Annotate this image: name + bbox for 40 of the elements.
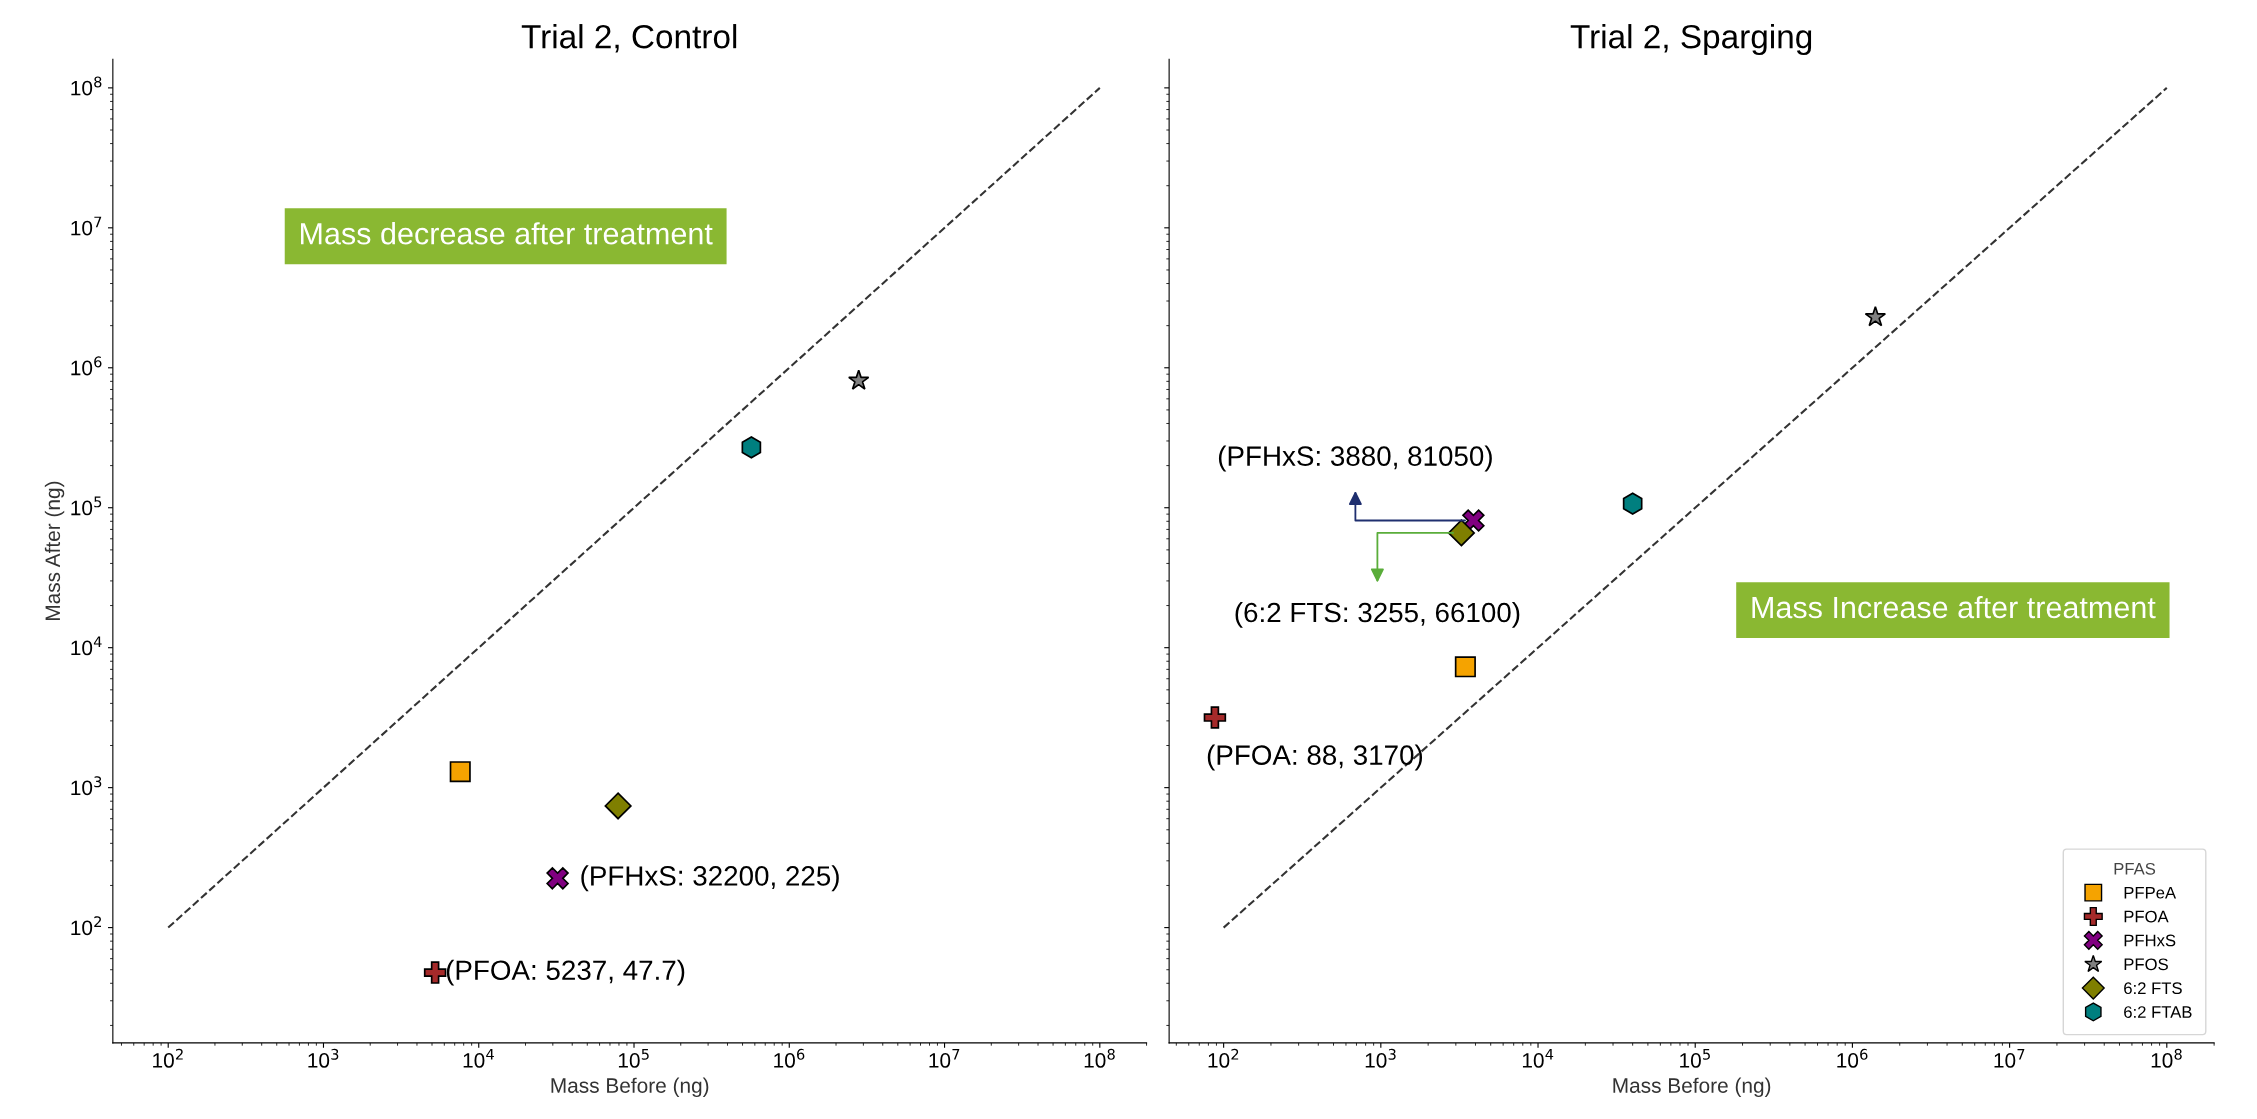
x-tick-label: 10$^{8}$ xyxy=(2151,1048,2182,1068)
chart-title: Trial 2, Sparging xyxy=(1570,24,1812,56)
annotation: (6:2 FTS: 3255, 66100) xyxy=(1235,601,1520,628)
y-tick-label: 10$^{6}$ xyxy=(71,356,102,376)
x-tick-label: 10$^{5}$ xyxy=(618,1048,649,1068)
x-axis-title: Mass Before (ng) xyxy=(551,1077,709,1098)
x-tick-label: 10$^{4}$ xyxy=(463,1048,494,1068)
x-axis-title: Mass Before (ng) xyxy=(1613,1077,1771,1098)
annotation: (PFOA: 5237, 47.7) xyxy=(446,959,685,986)
x-tick-label: 10$^{7}$ xyxy=(929,1048,960,1068)
x-tick-label: 10$^{6}$ xyxy=(1837,1048,1868,1068)
annotation: (PFHxS: 32200, 225) xyxy=(581,865,839,892)
x-tick-label: 10$^{7}$ xyxy=(1994,1048,2025,1068)
legend-label: PFOS xyxy=(2124,958,2168,971)
x-tick-label: 10$^{3}$ xyxy=(1365,1048,1396,1068)
legend-label: PFPeA xyxy=(2124,886,2177,899)
x-tick-label: 10$^{2}$ xyxy=(153,1048,183,1068)
x-tick-label: 10$^{5}$ xyxy=(1680,1048,1710,1068)
legend-title: PFAS xyxy=(2114,862,2156,875)
y-axis-title: Mass After (ng) xyxy=(44,481,65,621)
y-tick-label: 10$^{2}$ xyxy=(71,916,101,936)
annotation: (PFOA: 88, 3170) xyxy=(1207,744,1423,771)
legend-label: 6:2 FTS xyxy=(2124,982,2182,995)
x-tick-label: 10$^{3}$ xyxy=(308,1048,339,1068)
y-tick-label: 10$^{3}$ xyxy=(71,776,102,796)
legend-label: 6:2 FTAB xyxy=(2124,1006,2192,1018)
legend-label: PFHxS xyxy=(2124,934,2176,947)
legend-label: PFOA xyxy=(2124,910,2169,923)
y-tick-label: 10$^{8}$ xyxy=(71,76,102,96)
x-tick-label: 10$^{6}$ xyxy=(774,1048,805,1068)
annotation: (PFHxS: 3880, 81050) xyxy=(1218,445,1492,472)
annotation: Mass decrease after treatment xyxy=(300,222,713,245)
y-tick-label: 10$^{5}$ xyxy=(71,496,102,516)
y-tick-label: 10$^{7}$ xyxy=(71,216,102,236)
x-tick-label: 10$^{8}$ xyxy=(1084,1048,1115,1068)
x-tick-label: 10$^{4}$ xyxy=(1522,1048,1554,1068)
chart-title: Trial 2, Control xyxy=(521,24,737,53)
x-tick-label: 10$^{2}$ xyxy=(1208,1048,1239,1068)
y-tick-label: 10$^{4}$ xyxy=(71,636,102,656)
annotation: Mass Increase after treatment xyxy=(1752,595,2156,619)
